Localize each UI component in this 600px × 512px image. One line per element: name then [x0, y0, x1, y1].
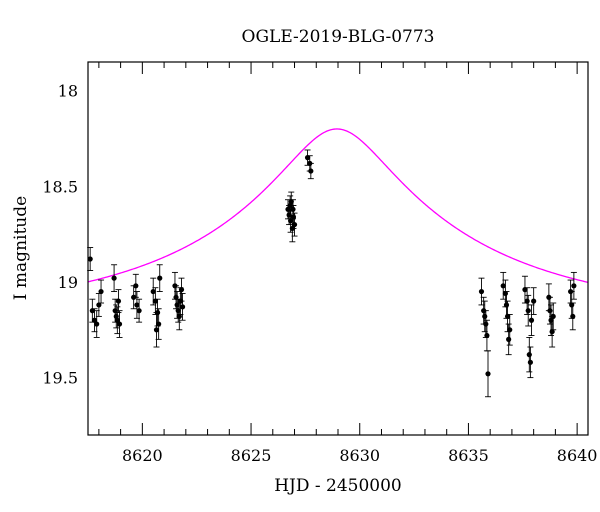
- data-point: [115, 298, 122, 304]
- data-point: [482, 313, 488, 320]
- x-tick-label: 8630: [339, 446, 380, 465]
- data-point: [531, 298, 537, 304]
- y-tick-label: 19: [58, 273, 78, 292]
- x-tick-label: 8625: [231, 446, 272, 465]
- data-point: [522, 287, 528, 293]
- data-point: [179, 304, 186, 310]
- plot-frame: [87, 61, 589, 436]
- data-point: [94, 321, 100, 327]
- data-point: [526, 352, 532, 358]
- data-point: [152, 298, 158, 304]
- data-point: [506, 336, 512, 342]
- data-point: [150, 288, 156, 295]
- data-point: [504, 313, 511, 320]
- data-point: [89, 308, 95, 314]
- chart-title: OGLE-2019-BLG-0773: [242, 27, 435, 47]
- data-point: [507, 327, 513, 333]
- data-point: [503, 302, 510, 308]
- data-point: [156, 321, 162, 327]
- data-point: [178, 287, 185, 293]
- data-point: [547, 308, 553, 314]
- data-point: [483, 321, 489, 327]
- data-point: [528, 317, 535, 323]
- x-tick-label: 8640: [557, 446, 598, 465]
- data-point: [308, 168, 314, 174]
- data-point: [134, 302, 140, 308]
- data-point: [549, 329, 555, 335]
- x-tick-label: 8620: [122, 446, 163, 465]
- data-point: [524, 298, 530, 304]
- data-point: [91, 317, 98, 323]
- data-point: [570, 313, 576, 320]
- x-axis-label: HJD - 2450000: [274, 476, 402, 496]
- data-point: [114, 317, 120, 323]
- data-point: [500, 283, 506, 289]
- y-tick-label: 18.5: [42, 177, 78, 196]
- data-point: [111, 275, 117, 281]
- data-point: [478, 288, 485, 295]
- data-point: [136, 308, 142, 314]
- y-tick-label: 18: [58, 82, 78, 101]
- plot-area: 8620 8625 8630 8635 8640 18 18.5 19 19.5: [42, 62, 598, 465]
- data-point: [485, 371, 491, 377]
- data-point: [176, 313, 182, 320]
- data-point: [290, 214, 297, 220]
- data-point: [550, 313, 556, 320]
- data-point: [571, 283, 577, 289]
- data-point: [291, 221, 298, 228]
- data-point: [157, 275, 163, 281]
- model-curve: [87, 128, 589, 283]
- data-point: [484, 332, 490, 339]
- data-point: [304, 155, 311, 161]
- data-point: [525, 308, 531, 314]
- data-point: [98, 288, 104, 295]
- data-point: [116, 321, 123, 327]
- data-point: [527, 359, 533, 365]
- data-point: [153, 327, 160, 333]
- data-point: [154, 309, 161, 316]
- data-point: [133, 283, 139, 289]
- data-point: [87, 256, 93, 262]
- y-tick-label: 19.5: [42, 369, 78, 388]
- y-axis-label: I magnitude: [11, 196, 31, 300]
- x-tick-label: 8635: [448, 446, 489, 465]
- data-point: [96, 302, 102, 308]
